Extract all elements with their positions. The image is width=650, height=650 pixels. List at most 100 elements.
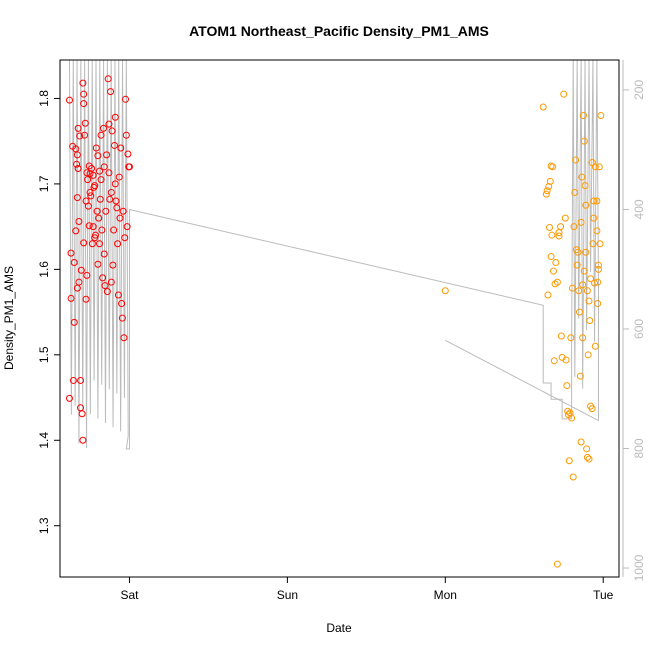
right-tick-label: 600 bbox=[632, 319, 646, 339]
data-points-layer bbox=[65, 75, 605, 568]
data-point bbox=[553, 278, 561, 286]
data-point bbox=[544, 291, 552, 299]
data-point bbox=[125, 163, 133, 171]
data-point bbox=[95, 167, 103, 175]
data-point bbox=[594, 265, 602, 273]
data-point bbox=[593, 227, 601, 235]
data-point bbox=[563, 382, 571, 390]
data-point bbox=[89, 171, 97, 179]
data-point bbox=[596, 240, 604, 248]
data-point bbox=[561, 214, 569, 222]
data-point bbox=[595, 163, 603, 171]
data-point bbox=[122, 131, 130, 139]
data-point bbox=[560, 90, 568, 98]
data-point bbox=[546, 177, 554, 185]
data-point bbox=[92, 144, 100, 152]
data-point bbox=[100, 250, 108, 258]
data-point bbox=[77, 376, 85, 384]
y-tick-label: 1.4 bbox=[37, 432, 51, 449]
y-axis: 1.3 1.4 1.5 1.6 1.7 1.8 bbox=[37, 90, 60, 534]
y-tick-label: 1.5 bbox=[37, 346, 51, 363]
data-point bbox=[80, 90, 88, 98]
data-point bbox=[67, 294, 75, 302]
data-point bbox=[577, 438, 585, 446]
right-tick-label: 1000 bbox=[632, 554, 646, 581]
data-point bbox=[571, 188, 579, 196]
data-point bbox=[546, 223, 554, 231]
data-point bbox=[79, 79, 87, 87]
data-point bbox=[94, 152, 102, 160]
data-point bbox=[584, 351, 592, 359]
data-point bbox=[86, 188, 94, 196]
data-point bbox=[573, 261, 581, 269]
data-point bbox=[587, 275, 595, 283]
data-point bbox=[91, 182, 99, 190]
data-point bbox=[555, 232, 563, 240]
data-point bbox=[108, 127, 116, 135]
y-tick-label: 1.3 bbox=[37, 517, 51, 534]
data-point bbox=[93, 207, 101, 215]
data-point bbox=[70, 318, 78, 326]
data-point bbox=[117, 144, 125, 152]
data-point bbox=[89, 223, 97, 231]
data-point bbox=[80, 239, 88, 247]
data-point bbox=[99, 124, 107, 132]
data-point bbox=[98, 226, 106, 234]
data-point bbox=[580, 267, 588, 275]
data-point bbox=[579, 281, 587, 289]
x-tick-label: Sun bbox=[277, 588, 298, 602]
data-point bbox=[542, 190, 550, 198]
data-point bbox=[580, 137, 588, 145]
data-point bbox=[567, 334, 575, 342]
data-point bbox=[103, 151, 111, 159]
right-tick-label: 800 bbox=[632, 438, 646, 458]
data-point bbox=[78, 410, 86, 418]
data-point bbox=[578, 173, 586, 181]
x-axis-label: Date bbox=[326, 621, 352, 635]
data-point bbox=[76, 132, 84, 140]
data-point bbox=[107, 188, 115, 196]
data-point bbox=[105, 169, 113, 177]
data-point bbox=[77, 266, 85, 274]
data-point bbox=[85, 222, 93, 230]
data-point bbox=[95, 240, 103, 248]
data-point bbox=[582, 201, 590, 209]
data-point bbox=[591, 163, 599, 171]
x-tick-label: Tue bbox=[593, 588, 614, 602]
data-point bbox=[75, 218, 83, 226]
data-point bbox=[594, 300, 602, 308]
data-point bbox=[83, 271, 91, 279]
data-point bbox=[115, 173, 123, 181]
data-point bbox=[589, 240, 597, 248]
data-point bbox=[121, 234, 129, 242]
data-point bbox=[557, 223, 565, 231]
data-point bbox=[594, 278, 602, 286]
data-point bbox=[579, 334, 587, 342]
data-point bbox=[116, 214, 124, 222]
data-point bbox=[553, 560, 561, 568]
data-point bbox=[100, 163, 108, 171]
data-point bbox=[73, 160, 81, 168]
data-point bbox=[583, 453, 591, 461]
data-point bbox=[552, 259, 560, 267]
data-point bbox=[591, 279, 599, 287]
altitude-line-layer bbox=[68, 59, 599, 450]
data-point bbox=[119, 207, 127, 215]
data-point bbox=[65, 394, 73, 402]
data-point bbox=[72, 227, 80, 235]
data-point bbox=[70, 259, 78, 267]
data-point bbox=[113, 204, 121, 212]
data-point bbox=[73, 194, 81, 202]
data-point bbox=[104, 75, 112, 83]
data-point bbox=[577, 218, 585, 226]
data-point bbox=[576, 372, 584, 380]
data-point bbox=[109, 261, 117, 269]
data-point bbox=[118, 300, 126, 308]
data-point bbox=[88, 240, 96, 248]
data-point bbox=[111, 180, 119, 188]
data-point bbox=[81, 119, 89, 127]
data-point bbox=[73, 151, 81, 159]
data-point bbox=[88, 165, 96, 173]
data-point bbox=[122, 95, 130, 103]
data-point bbox=[69, 376, 77, 384]
